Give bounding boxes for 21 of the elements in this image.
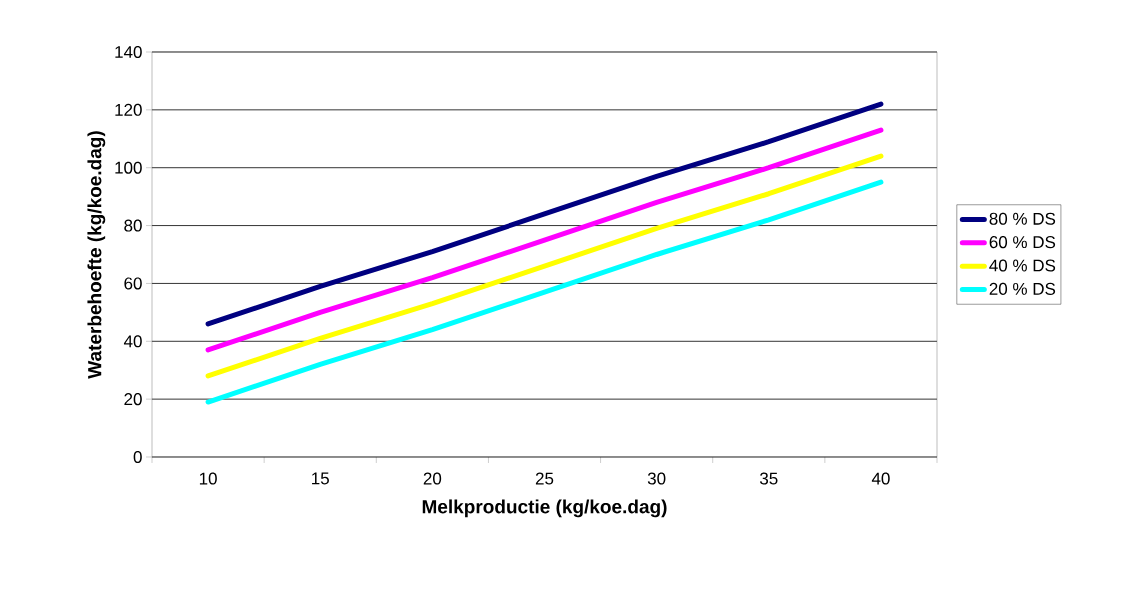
x-tick-label: 25	[535, 472, 554, 485]
x-tick-label: 40	[871, 472, 890, 485]
y-tick-label: 80	[124, 219, 142, 232]
x-tick-label: 35	[759, 472, 778, 485]
x-axis-title: Melkproductie (kg/koe.dag)	[422, 499, 667, 518]
legend-label: 60 % DS	[989, 236, 1056, 249]
y-tick-label: 100	[115, 161, 142, 174]
y-tick-label: 0	[133, 450, 142, 464]
y-tick-label: 20	[124, 393, 142, 406]
x-tick-label: 20	[423, 472, 442, 485]
x-tick-label: 30	[647, 472, 666, 485]
legend-label: 40 % DS	[989, 259, 1056, 272]
legend-label: 80 % DS	[989, 212, 1056, 225]
y-axis-title: Waterbehoefte (kg/koe.dag)	[87, 131, 106, 379]
y-tick-label: 60	[124, 277, 142, 290]
y-tick-label: 120	[115, 103, 142, 116]
x-tick-label: 15	[312, 472, 329, 485]
legend-label: 20 % DS	[989, 282, 1056, 295]
y-tick-label: 140	[115, 45, 142, 59]
y-tick-label: 40	[123, 335, 142, 348]
x-tick-label: 10	[199, 472, 217, 485]
